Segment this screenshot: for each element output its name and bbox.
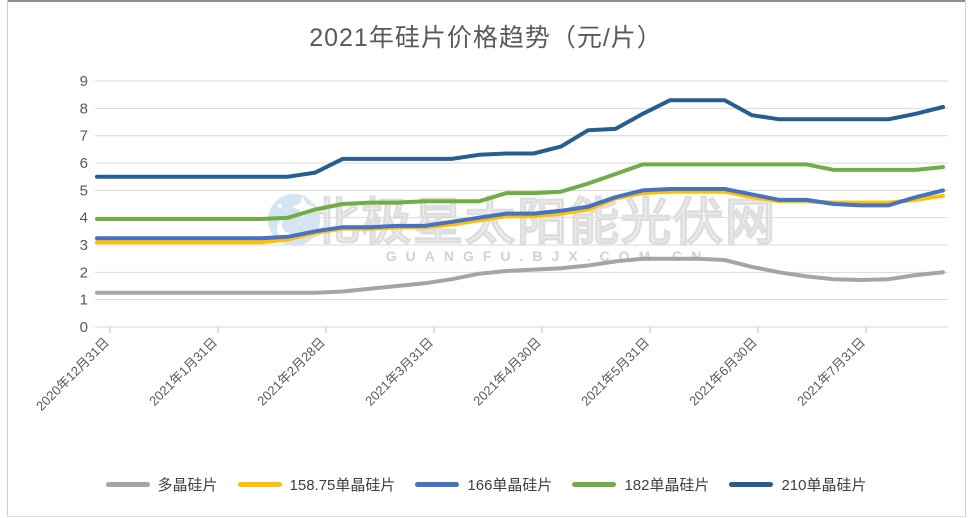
legend-swatch xyxy=(237,482,282,487)
series-lines xyxy=(95,98,945,295)
chart-title: 2021年硅片价格趋势（元/片） xyxy=(309,24,663,52)
x-axis-label: 2021年3月31日 xyxy=(362,335,436,409)
legend-item-210单晶硅片: 210单晶硅片 xyxy=(729,474,867,495)
series-line-166单晶硅片 xyxy=(95,187,945,241)
legend-swatch xyxy=(729,482,774,487)
y-axis-label: 7 xyxy=(80,128,88,145)
y-axis-label: 4 xyxy=(80,210,88,227)
y-axis-label: 1 xyxy=(80,292,88,309)
frame-top-edge xyxy=(7,0,965,2)
x-axis-label: 2021年2月28日 xyxy=(254,335,328,409)
watermark: 北极星太阳能光伏网 GUANGFU.BJX.COM.CN xyxy=(268,193,777,264)
legend-label: 158.75单晶硅片 xyxy=(289,477,396,494)
y-axis-label: 5 xyxy=(80,182,88,199)
y-axis-label: 9 xyxy=(80,73,88,90)
legend-item-182单晶硅片: 182单晶硅片 xyxy=(572,474,709,495)
legend-item-166单晶硅片: 166单晶硅片 xyxy=(415,474,552,495)
x-axis-label: 2021年5月31日 xyxy=(578,335,652,409)
legend-label: 多晶硅片 xyxy=(157,477,218,494)
legend-swatch xyxy=(572,482,617,487)
x-axis-label: 2021年1月31日 xyxy=(146,335,220,409)
y-axis-label: 2 xyxy=(80,264,88,281)
legend-label: 210单晶硅片 xyxy=(781,477,867,494)
series-line-210单晶硅片 xyxy=(95,98,945,179)
x-axis-label: 2020年12月31日 xyxy=(33,335,112,414)
legend-item-多晶硅片: 多晶硅片 xyxy=(105,474,218,495)
x-axis-label: 2021年7月31日 xyxy=(794,335,868,409)
y-axis-label: 3 xyxy=(80,237,88,254)
legend-swatch xyxy=(415,482,460,487)
series-line-182单晶硅片 xyxy=(95,162,945,221)
x-axis-label: 2021年6月30日 xyxy=(686,335,760,409)
y-axis-label: 6 xyxy=(80,155,88,172)
x-axis-label: 2021年4月30日 xyxy=(470,335,544,409)
watermark-subtext: GUANGFU.BJX.COM.CN xyxy=(386,248,711,264)
frame-bottom-edge xyxy=(7,516,966,517)
legend-label: 182单晶硅片 xyxy=(624,477,710,494)
series-line-多晶硅片 xyxy=(95,256,945,295)
legend-label: 166单晶硅片 xyxy=(467,477,553,494)
legend-item-158.75单晶硅片: 158.75单晶硅片 xyxy=(237,474,396,495)
watermark-text: 北极星太阳能光伏网 xyxy=(309,194,777,250)
y-axis-label: 0 xyxy=(80,319,88,336)
x-axis: 2020年12月31日 2021年1月31日 2021年2月28日 2021年3月31… xyxy=(33,327,868,414)
frame-left-edge xyxy=(7,0,8,517)
frame-right-edge xyxy=(965,0,966,517)
chart-legend: 多晶硅片 158.75单晶硅片 166单晶硅片 182单晶硅片 210单晶硅片 xyxy=(0,474,972,495)
legend-swatch xyxy=(105,482,150,487)
y-axis-label: 8 xyxy=(80,100,88,117)
